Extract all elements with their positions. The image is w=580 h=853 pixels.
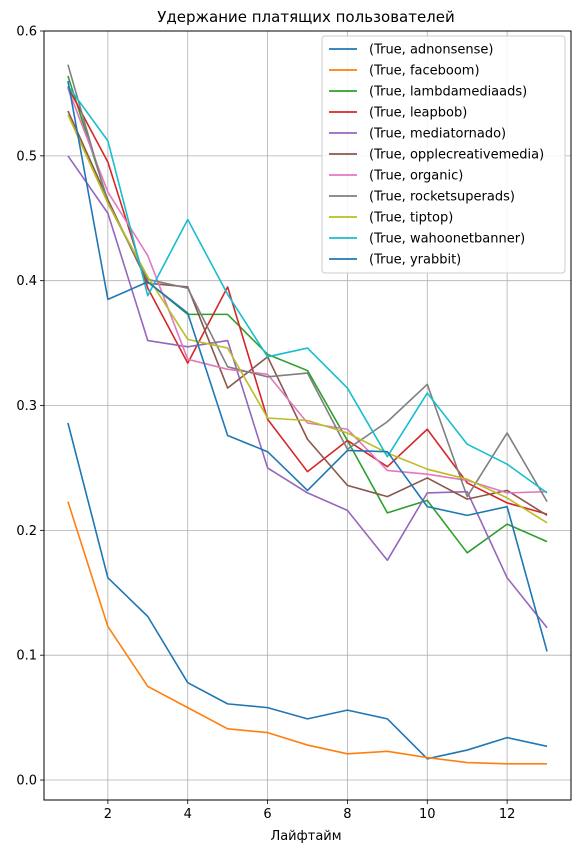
series-line-leapbob xyxy=(67,86,548,515)
x-tick-label: 12 xyxy=(499,807,516,822)
x-tick-label: 2 xyxy=(104,807,112,822)
y-tick-label: 0.4 xyxy=(16,274,37,289)
series-line-faceboom xyxy=(67,501,548,765)
series-line-tiptop xyxy=(67,114,548,524)
y-tick-label: 0.2 xyxy=(16,524,37,539)
legend: (True, adnonsense) (True, faceboom) (True,… xyxy=(321,35,566,274)
series-line-adnonsense xyxy=(67,422,548,760)
x-tick-label: 10 xyxy=(419,807,436,822)
x-tick-label: 8 xyxy=(343,807,351,822)
legend-label: (True, mediatornado) xyxy=(369,127,506,142)
legend-label: (True, yrabbit) xyxy=(369,253,461,268)
legend-label: (True, opplecreativemedia) xyxy=(369,148,544,163)
series-line-yrabbit xyxy=(67,80,548,652)
legend-label: (True, lambdamediaads) xyxy=(369,85,527,100)
plot-frame xyxy=(43,30,572,801)
series-lines xyxy=(67,64,548,765)
chart-title: Удержание платящих пользователей xyxy=(157,8,455,26)
y-tick-label: 0.0 xyxy=(16,774,37,789)
y-tick-label: 0.1 xyxy=(16,649,37,664)
legend-label: (True, rocketsuperads) xyxy=(369,190,515,205)
series-line-wahoonetbanner xyxy=(67,85,548,494)
legend-label: (True, faceboom) xyxy=(369,64,480,79)
y-tick-label: 0.3 xyxy=(16,399,37,414)
x-tick-label: 4 xyxy=(184,807,192,822)
x-tick-label: 6 xyxy=(263,807,271,822)
legend-label: (True, organic) xyxy=(369,169,463,184)
legend-label: (True, tiptop) xyxy=(369,211,453,226)
legend-label: (True, adnonsense) xyxy=(369,43,493,58)
legend-box xyxy=(321,35,566,274)
y-tick-label: 0.5 xyxy=(16,149,37,164)
series-line-rocketsuperads xyxy=(67,64,548,503)
legend-label: (True, leapbob) xyxy=(369,106,467,121)
axis-ticks: 2 4 6 8 10 12 0.0 0.1 0.2 0.3 0.4 0.5 0.6 xyxy=(16,25,515,823)
x-axis-label: Лайфтайм xyxy=(270,829,341,844)
y-tick-label: 0.6 xyxy=(16,25,37,40)
series-line-organic xyxy=(67,88,548,494)
grid xyxy=(44,30,571,800)
legend-label: (True, wahoonetbanner) xyxy=(369,232,525,247)
series-line-opplecreativemedia xyxy=(67,110,548,517)
series-line-mediatornado xyxy=(67,155,548,629)
